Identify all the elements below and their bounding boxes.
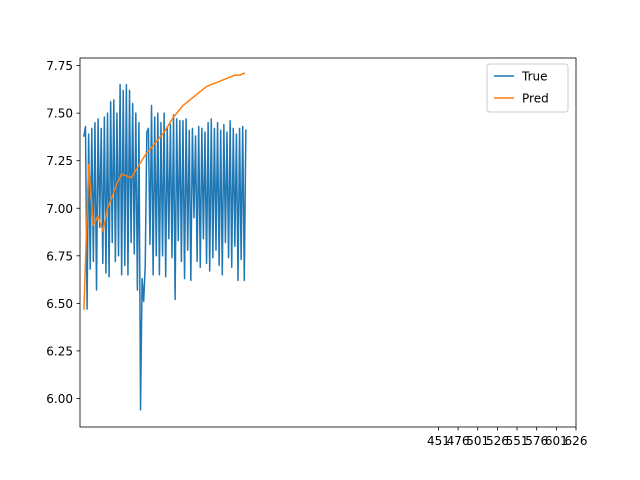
y-tick-label: 6.00 [46,392,73,406]
x-tick-label: 476 [447,434,470,448]
y-tick-label: 7.25 [46,154,73,168]
legend-label-pred: Pred [522,92,549,106]
y-tick-label: 7.50 [46,107,73,121]
y-tick-label: 6.25 [46,344,73,358]
x-tick-label: 451 [427,434,450,448]
axes-frame [79,57,577,428]
legend: True Pred [486,63,569,113]
x-tick-label: 626 [565,434,588,448]
axes: 6.00 6.25 6.50 6.75 7.00 7.25 7.50 7.75 45147650… [46,57,588,448]
x-tick-label: 576 [525,434,548,448]
plot-area [83,72,247,411]
x-tick-label: 526 [486,434,509,448]
y-tick-label: 6.75 [46,249,73,263]
x-tick-label: 551 [506,434,529,448]
y-tick-label: 6.50 [46,297,73,311]
legend-label-true: True [521,70,548,84]
series-line-true [83,83,247,411]
series-line-pred [83,72,246,310]
x-tick-label: 601 [545,434,568,448]
y-tick-label: 7.75 [46,59,73,73]
y-tick-label: 7.00 [46,202,73,216]
x-tick-label: 501 [466,434,489,448]
